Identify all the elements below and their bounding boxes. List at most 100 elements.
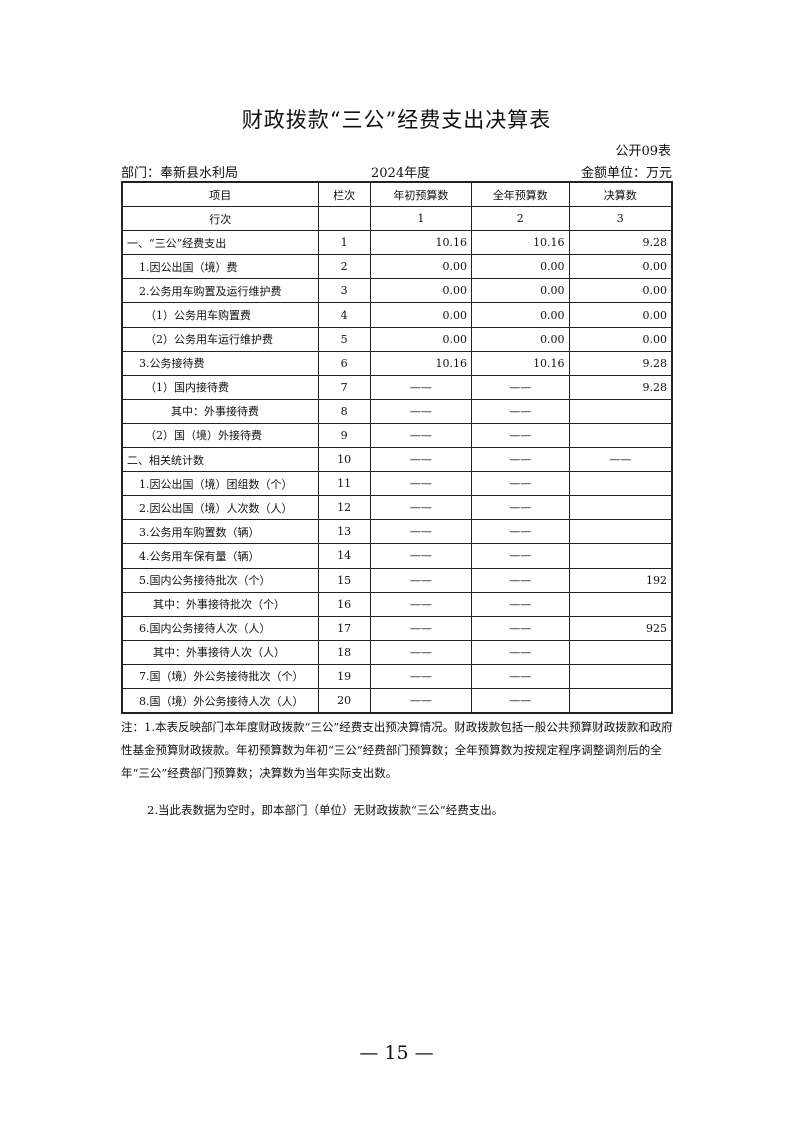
table-row: （2）公务用车运行维护费 5 0.00 0.00 0.00 <box>121 326 673 352</box>
table-row: （2）国（境）外接待费 9 —— —— <box>121 422 673 449</box>
column-no-cell: 18 <box>317 639 371 665</box>
item-cell: （1）国内接待费 <box>121 374 319 400</box>
initial-budget-cell: —— <box>369 567 473 593</box>
initial-budget-cell: —— <box>369 471 473 497</box>
initial-budget-cell: 10.16 <box>369 230 473 256</box>
table-row: 2.因公出国（境）人次数（人） 12 —— —— <box>121 495 673 521</box>
column-no-cell: 11 <box>317 471 371 497</box>
index-cell <box>317 206 371 232</box>
initial-budget-cell: —— <box>369 543 473 569</box>
table-row: 3.公务接待费 6 10.16 10.16 9.28 <box>121 350 673 376</box>
table-row: 1.因公出国（境）费 2 0.00 0.00 0.00 <box>121 254 673 280</box>
table-row: （1）国内接待费 7 —— —— 9.28 <box>121 374 673 400</box>
annual-budget-cell: —— <box>471 422 570 449</box>
item-cell: 其中：外事接待人次（人） <box>121 639 319 665</box>
final-account-cell <box>568 398 673 424</box>
item-cell: 二、相关统计数 <box>121 447 319 473</box>
initial-budget-cell: —— <box>369 398 473 424</box>
annual-budget-cell: —— <box>471 543 570 569</box>
column-no-cell: 8 <box>317 398 371 424</box>
item-cell: 6.国内公务接待人次（人） <box>121 615 319 641</box>
expense-table: 项目 栏次 年初预算数 全年预算数 决算数 行次 1 2 3 一、“三公”经费支… <box>121 181 673 715</box>
final-account-cell <box>568 471 673 497</box>
annual-budget-cell: —— <box>471 591 570 617</box>
initial-budget-cell: —— <box>369 519 473 545</box>
annual-budget-cell: —— <box>471 663 570 689</box>
final-account-cell: 192 <box>568 567 673 593</box>
final-account-cell: 9.28 <box>568 350 673 376</box>
amount-unit: 金额单位：万元 <box>580 166 672 181</box>
annual-budget-cell: —— <box>471 567 570 593</box>
annual-budget-cell: —— <box>471 495 570 521</box>
table-row: 6.国内公务接待人次（人） 17 —— —— 925 <box>121 615 673 641</box>
item-cell: 2.因公出国（境）人次数（人） <box>121 495 319 521</box>
notes: 注：1.本表反映部门本年度财政拨款“三公”经费支出预决算情况。财政拨款包括一般公… <box>121 716 673 822</box>
item-cell: 3.公务用车购置数（辆） <box>121 519 319 545</box>
index-cell: 3 <box>568 206 673 232</box>
item-cell: 2.公务用车购置及运行维护费 <box>121 278 319 304</box>
item-cell: 5.国内公务接待批次（个） <box>121 567 319 593</box>
department: 部门：奉新县水利局 <box>121 166 239 181</box>
note-2: 2.当此表数据为空时，即本部门（单位）无财政拨款“三公”经费支出。 <box>147 803 504 817</box>
fiscal-year: 2024年度 <box>371 166 431 181</box>
annual-budget-cell: —— <box>471 374 570 400</box>
initial-budget-cell: 0.00 <box>369 302 473 328</box>
item-cell: 8.国（境）外公务接待人次（人） <box>121 687 319 714</box>
initial-budget-cell: —— <box>369 615 473 641</box>
item-cell: 一、“三公”经费支出 <box>121 230 319 256</box>
final-account-cell <box>568 422 673 449</box>
initial-budget-cell: —— <box>369 447 473 473</box>
header-cell: 栏次 <box>317 181 371 208</box>
column-no-cell: 17 <box>317 615 371 641</box>
table-row: 3.公务用车购置数（辆） 13 —— —— <box>121 519 673 545</box>
item-cell: （1）公务用车购置费 <box>121 302 319 328</box>
header-row: 项目 栏次 年初预算数 全年预算数 决算数 <box>121 181 673 208</box>
item-cell: （2）国（境）外接待费 <box>121 422 319 449</box>
index-row: 行次 1 2 3 <box>121 206 673 232</box>
table-row: 4.公务用车保有量（辆） 14 —— —— <box>121 543 673 569</box>
final-account-cell <box>568 639 673 665</box>
annual-budget-cell: —— <box>471 687 570 714</box>
annual-budget-cell: —— <box>471 398 570 424</box>
initial-budget-cell: —— <box>369 495 473 521</box>
page-title: 财政拨款“三公”经费支出决算表 <box>241 108 552 132</box>
annual-budget-cell: 10.16 <box>471 350 570 376</box>
initial-budget-cell: —— <box>369 663 473 689</box>
annual-budget-cell: 0.00 <box>471 326 570 352</box>
header-cell: 项目 <box>121 181 319 208</box>
initial-budget-cell: 0.00 <box>369 326 473 352</box>
column-no-cell: 14 <box>317 543 371 569</box>
final-account-cell: 9.28 <box>568 230 673 256</box>
item-cell: 1.因公出国（境）费 <box>121 254 319 280</box>
table-row: 2.公务用车购置及运行维护费 3 0.00 0.00 0.00 <box>121 278 673 304</box>
table-row: （1）公务用车购置费 4 0.00 0.00 0.00 <box>121 302 673 328</box>
annual-budget-cell: 10.16 <box>471 230 570 256</box>
final-account-cell: 0.00 <box>568 302 673 328</box>
item-cell: 7.国（境）外公务接待批次（个） <box>121 663 319 689</box>
header-cell: 决算数 <box>568 181 673 208</box>
final-account-cell: —— <box>568 447 673 473</box>
item-cell: 3.公务接待费 <box>121 350 319 376</box>
final-account-cell <box>568 591 673 617</box>
column-no-cell: 6 <box>317 350 371 376</box>
header-cell: 年初预算数 <box>369 181 473 208</box>
final-account-cell <box>568 543 673 569</box>
final-account-cell <box>568 663 673 689</box>
annual-budget-cell: —— <box>471 447 570 473</box>
column-no-cell: 16 <box>317 591 371 617</box>
final-account-cell: 0.00 <box>568 254 673 280</box>
table-row: 一、“三公”经费支出 1 10.16 10.16 9.28 <box>121 230 673 256</box>
column-no-cell: 15 <box>317 567 371 593</box>
initial-budget-cell: 10.16 <box>369 350 473 376</box>
initial-budget-cell: —— <box>369 639 473 665</box>
annual-budget-cell: —— <box>471 615 570 641</box>
annual-budget-cell: 0.00 <box>471 278 570 304</box>
annual-budget-cell: —— <box>471 639 570 665</box>
column-no-cell: 19 <box>317 663 371 689</box>
header-cell: 全年预算数 <box>471 181 570 208</box>
initial-budget-cell: —— <box>369 687 473 714</box>
item-cell: （2）公务用车运行维护费 <box>121 326 319 352</box>
item-cell: 1.因公出国（境）团组数（个） <box>121 471 319 497</box>
column-no-cell: 2 <box>317 254 371 280</box>
